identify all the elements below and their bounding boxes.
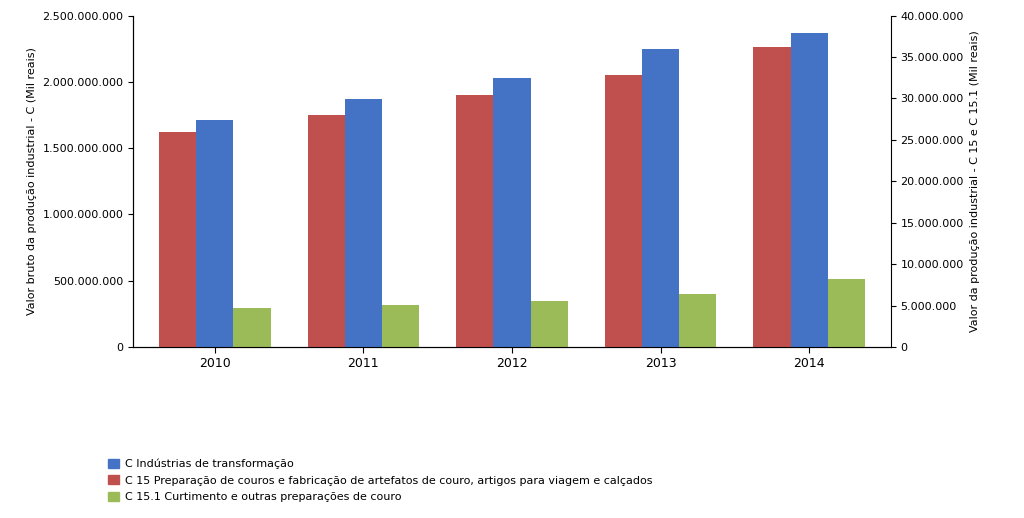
Bar xyxy=(457,95,494,347)
Bar xyxy=(827,279,865,347)
Bar xyxy=(605,75,642,347)
Y-axis label: Valor bruto da produção industrial - C (Mil reais): Valor bruto da produção industrial - C (… xyxy=(27,47,37,315)
Bar xyxy=(494,78,530,347)
Bar xyxy=(679,294,717,347)
Bar xyxy=(197,120,233,347)
Bar xyxy=(754,47,791,347)
Bar xyxy=(530,301,567,347)
Bar xyxy=(307,115,345,347)
Bar xyxy=(642,49,679,347)
Legend: C Indústrias de transformação, C 15 Preparação de couros e fabricação de artefat: C Indústrias de transformação, C 15 Prep… xyxy=(108,459,652,502)
Bar xyxy=(382,305,419,347)
Y-axis label: Valor da produção industrial - C 15 e C 15.1 (Mil reais): Valor da produção industrial - C 15 e C … xyxy=(970,31,980,332)
Bar xyxy=(233,308,270,347)
Bar xyxy=(159,132,197,347)
Bar xyxy=(791,33,827,347)
Bar xyxy=(345,99,382,347)
